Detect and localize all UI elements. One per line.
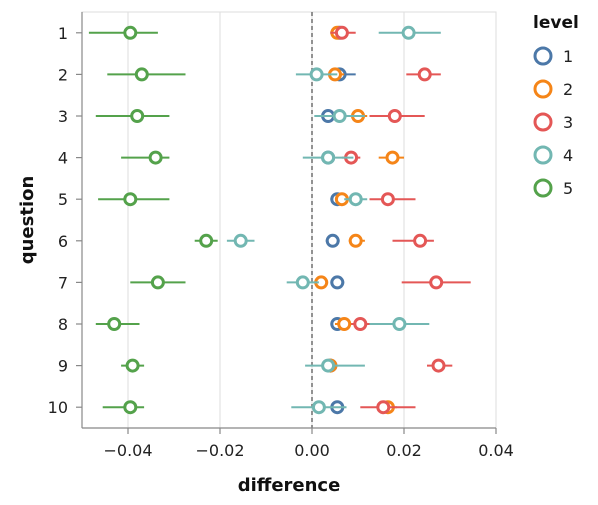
data-point [353,317,368,331]
y-axis-title: question [17,176,38,265]
legend: level 1 2 3 4 5 [533,13,579,198]
data-point [295,275,310,290]
data-point [321,150,336,165]
data-point [123,25,138,40]
data-point [125,358,140,373]
data-point [401,25,416,40]
legend-symbol-3 [533,112,553,132]
data-point [123,400,138,415]
data-point [380,192,395,207]
y-tick-label: 1 [58,24,68,43]
x-tick-label: 0.02 [386,441,422,460]
y-tick-label: 4 [58,149,68,168]
data-point [429,275,444,290]
legend-symbol-1 [533,46,553,66]
legend-label-5: 5 [563,179,573,198]
y-tick-label: 9 [58,357,68,376]
y-tick-label: 7 [58,273,68,292]
data-point [392,317,407,331]
x-tick-label: 0.00 [294,441,330,460]
y-tick-label: 8 [58,315,68,334]
data-point [334,25,349,40]
y-tick-label: 5 [58,190,68,209]
data-point [385,150,400,165]
x-axis-title: difference [238,475,341,496]
data-point [348,192,363,207]
legend-label-3: 3 [563,113,573,132]
x-tick-label: 0.04 [478,441,514,460]
data-point [150,275,165,290]
data-point [107,317,122,331]
series-4 [226,25,441,415]
data-point [148,150,163,165]
x-tick-label: −0.04 [103,441,152,460]
data-point [199,233,214,248]
series-2 [314,25,404,415]
data-point [431,358,446,373]
data-point [134,67,149,82]
data-point [130,109,145,123]
y-tick-label: 10 [48,398,68,417]
data-point [413,233,428,248]
series-5 [88,25,218,415]
data-point [325,233,340,248]
legend-symbol-4 [533,145,553,165]
data-point [332,109,347,123]
axes: −0.04 −0.02 0.00 0.02 0.04 1 2 3 4 5 6 7 8 9 10 [48,12,514,460]
data-point [309,67,324,82]
legend-title: level [533,13,579,33]
data-point [387,109,402,123]
series-3 [330,25,471,415]
data-point [348,233,363,248]
legend-label-4: 4 [563,146,573,165]
data-point [417,67,432,82]
legend-label-2: 2 [563,80,573,99]
series-1 [321,25,356,415]
y-tick-label: 3 [58,107,68,126]
data-point [123,192,138,207]
data-point [321,358,336,373]
y-tick-label: 2 [58,65,68,84]
legend-symbol-2 [533,79,553,99]
legend-symbol-5 [533,178,553,198]
data-point [311,400,326,415]
data-point [376,400,391,415]
x-tick-label: −0.02 [195,441,244,460]
data-point [337,317,352,331]
data-point [330,275,345,290]
legend-label-1: 1 [563,47,573,66]
data-point [233,233,248,248]
y-tick-label: 6 [58,232,68,251]
series-marks [88,25,471,415]
